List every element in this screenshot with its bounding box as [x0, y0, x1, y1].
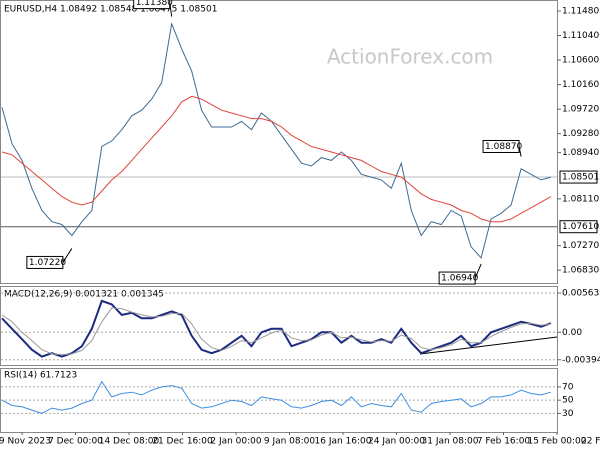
x-tick-label: 2 Jan 00:00: [210, 437, 262, 447]
x-tick-label: 16 Jan 16:00: [315, 437, 372, 447]
y-tick-label: 1.06830: [562, 266, 599, 276]
y-tick-label: 0.00: [562, 328, 582, 338]
x-tick-label: 29 Nov 2023: [0, 437, 51, 447]
annotation-label: 1.11380: [136, 0, 173, 8]
x-tick-label: 22 Feb 08:00: [581, 437, 600, 447]
y-tick-label: 0.005635: [562, 289, 600, 299]
y-tick-label: 30: [562, 409, 574, 419]
trendline: [419, 336, 558, 355]
series-line: [1, 95, 552, 223]
x-tick-label: 31 Jan 08:00: [422, 437, 479, 447]
price-title: EURUSD,H4 1.08492 1.08548 1.08475 1.0850…: [4, 5, 217, 15]
y-tick-label: 1.09280: [562, 129, 599, 139]
annotation-box: [438, 271, 476, 285]
y-tick-label: 1.07270: [562, 241, 599, 251]
y-tick-label: 1.09720: [562, 105, 599, 115]
price-panel: [0, 0, 558, 284]
watermark: ActionForex.com: [327, 45, 493, 69]
macd-title: MACD(12,26,9) 0.001321 0.001345: [4, 290, 164, 300]
series-line: [1, 307, 552, 356]
y-tick-label: 1.11040: [562, 31, 599, 41]
annotation-leader: [474, 263, 482, 279]
annotation-label: 1.08870: [485, 142, 522, 152]
series-line: [1, 380, 552, 414]
annotation-label: 1.07220: [29, 258, 66, 268]
annotation-label: 1.06940: [441, 274, 478, 284]
y-tick-label: 1.11480: [562, 7, 599, 17]
y-tick-label: 70: [562, 382, 574, 392]
series-line: [1, 299, 552, 358]
y-tick-label: 1.10160: [562, 80, 599, 90]
x-tick-label: 21 Dec 16:00: [152, 437, 213, 447]
x-tick-label: 7 Feb 16:00: [477, 437, 531, 447]
x-tick-label: 7 Dec 00:00: [48, 437, 103, 447]
annotation-box: [133, 0, 171, 10]
x-tick-label: 14 Dec 08:00: [99, 437, 160, 447]
annotation-leader: [62, 248, 73, 263]
y-tick-label: -0.003949: [562, 355, 600, 365]
current-box: [559, 170, 598, 184]
y-tick-label: 1.10600: [562, 56, 599, 66]
x-tick-label: 9 Jan 08:00: [264, 437, 316, 447]
y-tick-label: 1.08110: [562, 194, 599, 204]
annotation-box: [26, 255, 64, 269]
rsi-title: RSI(14) 61.7123: [4, 371, 77, 381]
macd-panel: [0, 286, 558, 366]
x-tick-label: 24 Jan 00:00: [368, 437, 425, 447]
y-tick-label: 50: [562, 396, 574, 406]
current-label: 1.08501: [562, 173, 599, 183]
level-label: 1.07610: [562, 222, 599, 232]
level-box: [559, 220, 598, 234]
annotation-box: [482, 139, 520, 153]
y-tick-label: 1.08940: [562, 148, 599, 158]
x-tick-label: 15 Feb 00:00: [527, 437, 586, 447]
